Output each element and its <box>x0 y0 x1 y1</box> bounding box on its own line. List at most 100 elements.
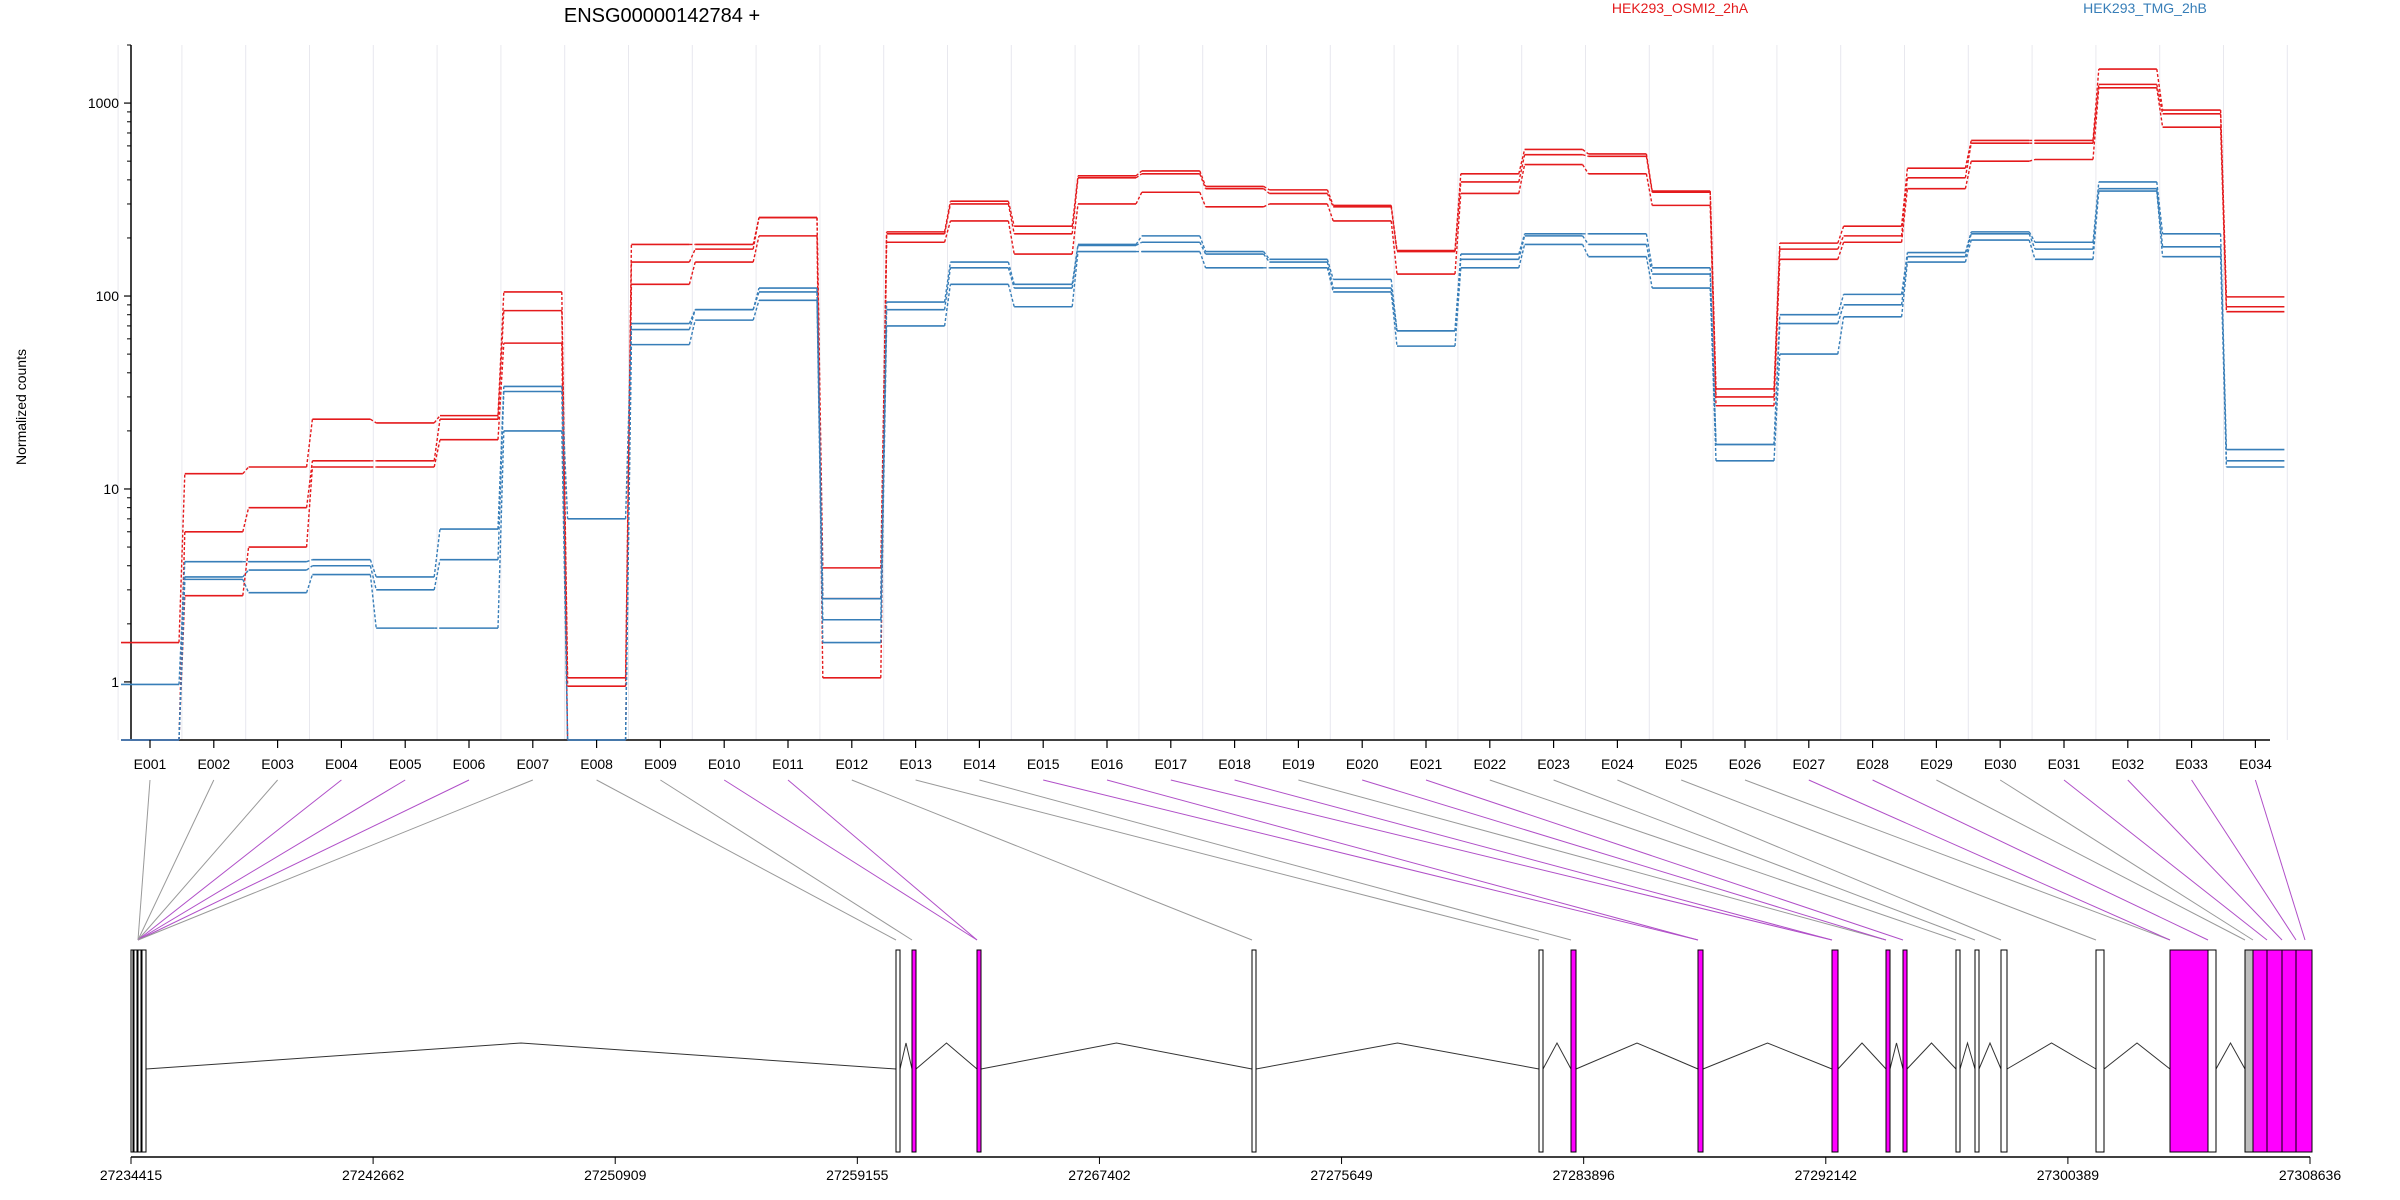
x-tick-label-e030: E030 <box>1984 756 2017 772</box>
intron <box>1837 1042 1887 1070</box>
series-connector <box>1135 173 1143 179</box>
x-tick-label-e014: E014 <box>963 756 996 772</box>
y-tick-label: 1000 <box>88 95 119 111</box>
series-connector <box>370 418 377 424</box>
series-connector <box>1390 206 1398 252</box>
series-connector <box>2028 231 2036 243</box>
series-connector <box>1773 259 1781 406</box>
series-connector <box>1263 203 1270 208</box>
series-connector <box>1582 154 1589 157</box>
series-connector <box>1837 304 1845 324</box>
series-connector <box>497 310 505 420</box>
series-tmg-5 <box>121 190 2285 741</box>
intron <box>899 1042 913 1070</box>
intron <box>1889 1042 1904 1070</box>
series-connector <box>369 559 377 578</box>
series-connector <box>1007 267 1015 289</box>
x-tick-label-e029: E029 <box>1920 756 1953 772</box>
series-connector <box>1199 241 1207 255</box>
x-tick-label-e005: E005 <box>389 756 422 772</box>
series-connector <box>1199 251 1207 269</box>
genomic-tick-label: 27250909 <box>584 1167 647 1183</box>
series-connector <box>1326 203 1334 222</box>
series-connector <box>242 579 250 593</box>
series-connector <box>1582 148 1589 155</box>
series-connector <box>2092 87 2100 160</box>
exon-box <box>2244 949 2254 1153</box>
series-connector <box>1454 173 1462 251</box>
exon-connector <box>137 779 406 941</box>
series-connector <box>688 319 696 345</box>
x-tick-label-e033: E033 <box>2175 756 2208 772</box>
exon-connector <box>1617 779 2002 941</box>
series-connector <box>1454 193 1462 275</box>
series-connector <box>688 261 696 285</box>
legend-entry-osmi2: HEK293_OSMI2_2hA <box>1612 0 1749 16</box>
exon-box <box>2169 949 2209 1153</box>
genomic-tick-label: 27283896 <box>1553 1167 1616 1183</box>
series-connector <box>1582 164 1589 175</box>
exon-box <box>976 949 982 1153</box>
series-connector <box>1007 284 1015 307</box>
gene-model <box>130 949 2313 1153</box>
series-connector <box>1390 220 1398 275</box>
series-connector <box>1582 235 1589 245</box>
exon-connector <box>1298 779 1887 941</box>
series-connector <box>305 460 314 508</box>
x-tick-label-e006: E006 <box>453 756 486 772</box>
legend-entry-tmg: HEK293_TMG_2hB <box>2083 0 2207 16</box>
exon-connector <box>2063 779 2268 941</box>
exon-box <box>1697 949 1704 1153</box>
y-tick-label: 1 <box>111 674 119 690</box>
exon-connector <box>1106 779 1699 941</box>
exon-box <box>895 949 901 1153</box>
x-tick-label-e012: E012 <box>835 756 868 772</box>
series-connector <box>369 574 377 629</box>
series-connector <box>1071 203 1079 255</box>
series-connector <box>242 507 250 532</box>
exon-connector <box>1872 779 2209 941</box>
exon-connector <box>137 779 342 941</box>
series-connector <box>561 430 569 741</box>
x-tick-label-e027: E027 <box>1792 756 1825 772</box>
series-connector <box>242 569 250 578</box>
series-connector <box>2092 190 2100 260</box>
series-connector <box>1773 354 1781 461</box>
series-connector <box>752 235 760 263</box>
series-connector <box>1709 288 1717 461</box>
series-connector <box>1454 267 1462 347</box>
exon-connector <box>1425 779 1904 941</box>
intron <box>1906 1042 1957 1070</box>
exon-box <box>2281 949 2297 1153</box>
series-connector <box>880 325 888 643</box>
x-tick-label-e020: E020 <box>1346 756 1379 772</box>
series-connector <box>1326 261 1334 289</box>
exon-connector <box>137 779 278 941</box>
x-tick-label-e032: E032 <box>2111 756 2144 772</box>
plot-axes: 1 10 100 1000 <box>88 44 2270 741</box>
exon-box <box>2295 949 2313 1153</box>
genomic-tick-label: 27300389 <box>2037 1167 2100 1183</box>
series-connector <box>1454 181 1462 252</box>
exon-connector <box>596 779 897 941</box>
x-tick-label-e009: E009 <box>644 756 677 772</box>
series-connector <box>305 574 314 593</box>
x-tick-label-e023: E023 <box>1537 756 1570 772</box>
series-connector <box>1326 189 1334 206</box>
x-tick-label-e007: E007 <box>516 756 549 772</box>
exon-connector <box>2191 779 2297 941</box>
exon-box <box>2000 949 2008 1153</box>
series-connector <box>1837 226 1845 244</box>
series-connector <box>1071 177 1079 234</box>
series-connector <box>1964 233 1972 257</box>
series-connector <box>1263 188 1270 195</box>
series-connector <box>1964 143 1972 178</box>
series-connector <box>1645 156 1653 193</box>
exon-connector <box>660 779 913 941</box>
series-connector <box>1007 201 1015 227</box>
genomic-tick-label: 27267402 <box>1068 1167 1131 1183</box>
genomic-tick-label: 27234415 <box>100 1167 163 1183</box>
series-connector <box>1199 191 1207 208</box>
x-tick-label-e028: E028 <box>1856 756 1889 772</box>
exon-connector <box>1362 779 1887 941</box>
